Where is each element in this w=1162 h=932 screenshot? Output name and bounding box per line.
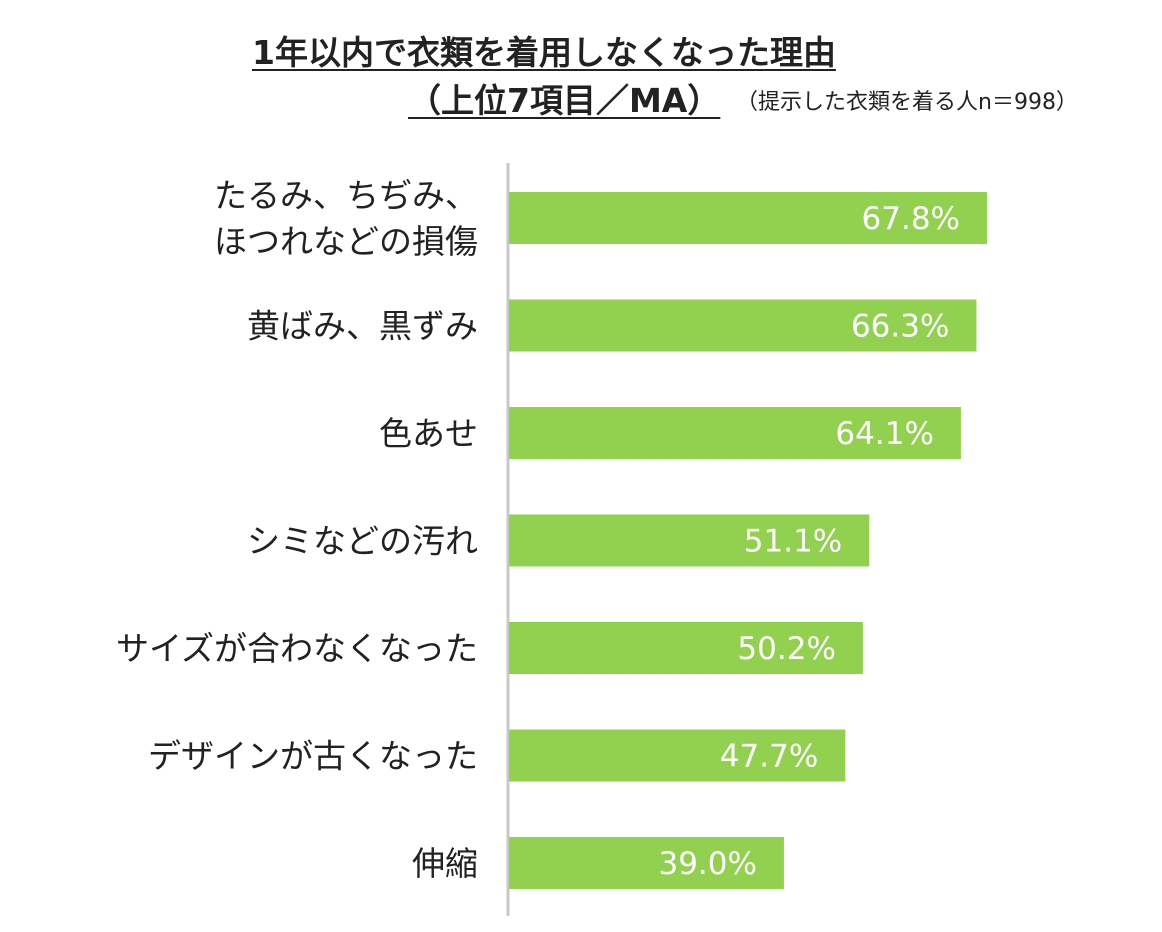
bar-2 (509, 407, 961, 459)
category-label-0-line-1: ほつれなどの損傷 (214, 222, 478, 261)
bar-6 (509, 837, 784, 889)
data-label-3: 51.1% (744, 524, 842, 560)
data-label-4: 50.2% (737, 631, 835, 667)
bar-4 (509, 622, 863, 674)
bar-0 (509, 192, 987, 244)
category-label-5: デザインが古くなった (148, 737, 478, 776)
data-label-1: 66.3% (851, 309, 949, 345)
category-label-2: 色あせ (379, 414, 478, 453)
category-label-1: 黄ばみ、黒ずみ (247, 307, 478, 346)
chart-title-line2: （上位7項目／MA） (408, 81, 721, 120)
bar-3 (509, 514, 870, 567)
data-label-5: 47.7% (720, 739, 818, 775)
category-label-4: サイズが合わなくなった (116, 629, 478, 668)
bar-5 (509, 729, 846, 782)
category-label-0-line-0: たるみ、ちぢみ、 (214, 176, 478, 215)
chart-subtitle: （提示した衣類を着る人n＝998） (736, 90, 1078, 115)
data-label-2: 64.1% (835, 416, 933, 452)
category-label-3: シミなどの汚れ (247, 522, 478, 561)
data-label-0: 67.8% (862, 201, 960, 237)
category-label-6: 伸縮 (412, 844, 478, 883)
chart-title: 1年以内で衣類を着用しなくなった理由 (252, 33, 836, 72)
bar-1 (509, 299, 977, 352)
data-label-6: 39.0% (658, 846, 756, 882)
